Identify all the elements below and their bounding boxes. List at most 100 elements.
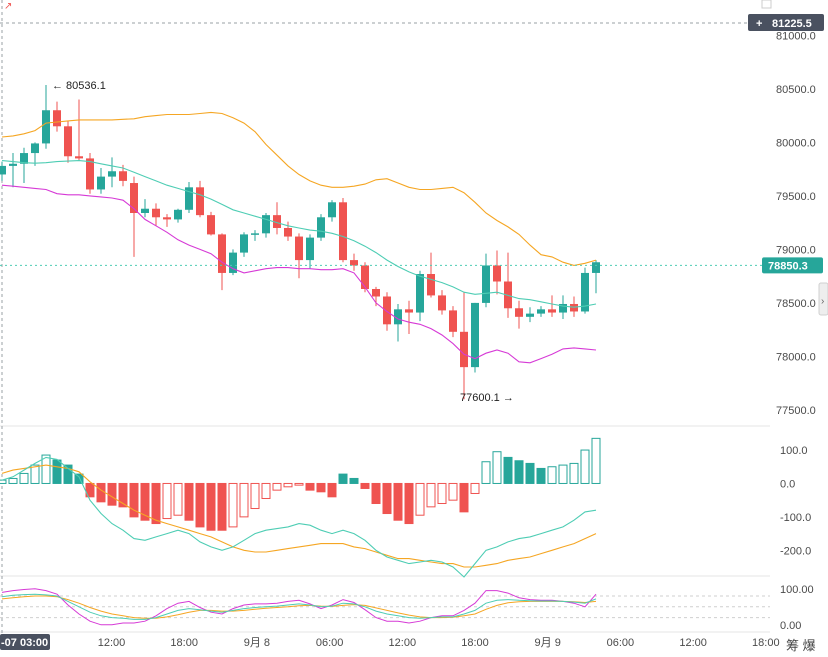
candle <box>559 295 567 319</box>
candle <box>306 234 314 269</box>
candle <box>284 221 292 241</box>
kdj-tick-label: 100.00 <box>780 584 814 596</box>
candle-body <box>273 215 281 228</box>
time-tick-label: 06:00 <box>316 637 344 649</box>
candle-body <box>383 296 391 325</box>
candle <box>537 306 545 317</box>
time-tick-label: 9月 8 <box>244 637 270 649</box>
kdj-tick-label: 0.00 <box>780 620 801 632</box>
macd-histogram-bar <box>294 482 304 486</box>
candle-body <box>394 309 402 325</box>
macd-histogram-bar <box>360 482 370 489</box>
candle <box>460 292 468 400</box>
candle-body <box>53 110 61 127</box>
time-tick-label: 9月 9 <box>535 637 561 649</box>
candle-body <box>108 171 116 177</box>
candle-body <box>306 237 314 261</box>
chevron-right-icon[interactable]: › <box>821 296 824 307</box>
candle-body <box>559 303 567 313</box>
corner-box-icon <box>761 0 772 9</box>
macd-histogram-bar <box>8 477 18 484</box>
macd-dif-line <box>1 456 597 578</box>
macd-histogram-bar <box>470 482 480 494</box>
candle-body <box>207 215 215 235</box>
candle-body <box>42 110 50 144</box>
candle <box>0 161 6 181</box>
time-tick-label: 12:00 <box>98 637 126 649</box>
candle <box>438 290 446 315</box>
macd-histogram-bar <box>63 464 73 484</box>
candle-body <box>31 143 39 154</box>
bb-upper-line <box>1 111 597 266</box>
macd-histogram-bar <box>448 482 458 501</box>
candle <box>482 253 490 308</box>
candle-body <box>262 215 270 234</box>
macd-histogram-bar <box>19 472 29 484</box>
candle-body <box>405 309 413 313</box>
macd-histogram-bar <box>547 466 557 484</box>
macd-histogram-bar <box>151 482 161 525</box>
macd-histogram-bar <box>217 482 227 531</box>
macd-histogram-bar <box>415 482 425 516</box>
price-tick-label: 77500.0 <box>776 405 816 417</box>
price-tick-label: 78000.0 <box>776 351 816 363</box>
macd-histogram-bar <box>52 459 62 484</box>
current-price-text: 78850.3 <box>768 260 808 272</box>
macd-histogram-bar <box>107 482 117 506</box>
macd-histogram-bar <box>316 482 326 493</box>
candle <box>449 306 457 338</box>
macd-dea-line <box>1 464 597 568</box>
macd-histogram-bar <box>206 482 216 531</box>
candle-body <box>438 295 446 311</box>
macd-histogram-bar <box>503 456 513 484</box>
macd-histogram-bar <box>173 482 183 516</box>
high-annotation: ← 80536.1 <box>52 80 106 92</box>
macd-histogram-bar <box>404 482 414 525</box>
time-tick-label: 12:00 <box>679 637 707 649</box>
candle <box>141 199 149 218</box>
candle-body <box>119 171 127 181</box>
candle <box>185 181 193 213</box>
candle <box>405 300 413 334</box>
macd-histogram-bar <box>569 462 579 484</box>
time-tick-label: 18:00 <box>461 637 489 649</box>
candle-body <box>196 187 204 216</box>
candle-body <box>471 302 479 368</box>
candle <box>471 302 479 373</box>
macd-tick-label: 100.0 <box>780 445 808 457</box>
macd-histogram-bar <box>327 482 337 498</box>
candle <box>317 214 325 241</box>
candle <box>427 252 435 298</box>
bb-mid-line <box>1 160 597 308</box>
candle-body <box>449 310 457 332</box>
candle-body <box>515 308 523 317</box>
macd-histogram-bar <box>283 482 293 488</box>
candle <box>262 213 270 238</box>
candle-body <box>0 165 6 175</box>
candle <box>394 303 402 342</box>
candle <box>53 101 61 132</box>
crosshair-price-text: 81225.5 <box>772 18 812 30</box>
macd-histogram-bar <box>118 482 128 508</box>
candle <box>20 147 28 184</box>
macd-histogram-bar <box>338 473 348 484</box>
time-tick-label: 12:00 <box>389 637 417 649</box>
macd-histogram-bar <box>481 461 491 484</box>
candle-body <box>229 252 237 273</box>
candle <box>9 153 17 188</box>
macd-histogram-bar <box>272 482 282 491</box>
macd-histogram-bar <box>261 482 271 499</box>
macd-tick-label: -200.0 <box>780 545 811 557</box>
candle-body <box>75 156 83 159</box>
macd-histogram-bar <box>525 462 535 484</box>
candle <box>196 180 204 218</box>
scroll-handle[interactable] <box>818 282 828 316</box>
candle-body <box>152 208 160 218</box>
candle-body <box>427 274 435 296</box>
macd-histogram-bar <box>492 451 502 484</box>
candle-body <box>372 288 380 297</box>
macd-histogram-bar <box>591 437 601 484</box>
candle <box>339 198 347 263</box>
candle-body <box>295 236 303 261</box>
